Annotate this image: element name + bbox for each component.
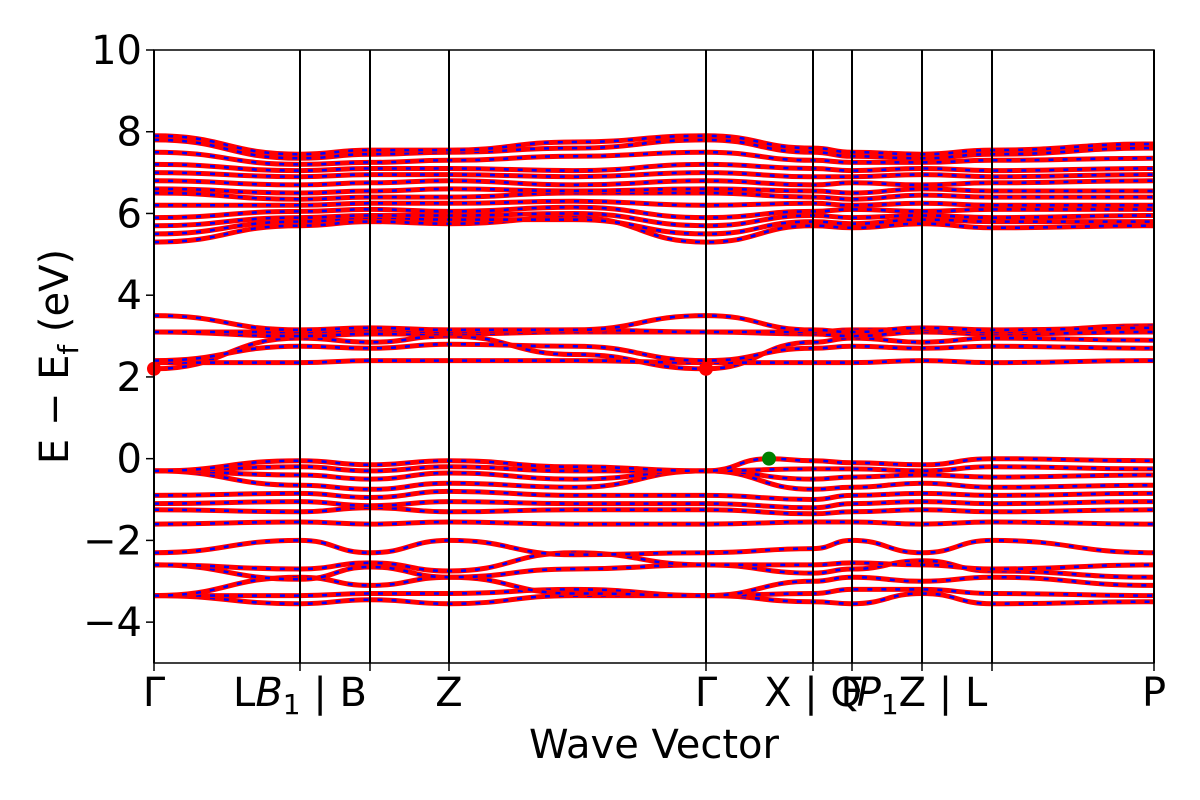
extremum-markers	[147, 361, 776, 466]
x-axis-label: Wave Vector	[529, 722, 780, 768]
band-lines	[153, 133, 1155, 607]
kpoint-label-1: LB1 | B	[233, 670, 367, 721]
band-0-dash	[153, 592, 1155, 605]
band-9-dash	[153, 490, 1155, 501]
y-axis-label-sub: f	[52, 344, 85, 355]
band-6-dash	[153, 520, 1155, 526]
band-8-dash	[153, 500, 1155, 509]
y-tick-label-3: 2	[117, 355, 142, 401]
band-27-dash	[153, 179, 1155, 187]
kpoint-label-4: X | Q	[764, 670, 862, 716]
kpoint-label-5: F	[840, 670, 863, 716]
band-11-dash	[153, 469, 1155, 481]
y-tick-label-7: 10	[91, 28, 142, 74]
extremum-marker-2	[762, 451, 776, 466]
band-7-dash	[153, 506, 1155, 516]
band-8	[153, 499, 1155, 511]
band-1-dash	[154, 588, 1155, 597]
y-tick-label-6: 8	[117, 110, 142, 156]
band-15-dash	[154, 359, 1155, 364]
band-26-dash	[153, 187, 1154, 195]
y-tick-label-0: −4	[83, 600, 142, 646]
band-2	[153, 574, 1155, 599]
y-axis-label: E − Ef (eV)	[32, 249, 85, 464]
y-axis-label-main: E − E	[32, 355, 78, 465]
band-9	[153, 488, 1155, 503]
band-5-dash	[153, 539, 1155, 556]
kpoint-label-2: Z	[435, 670, 462, 716]
band-31-dash	[153, 138, 1155, 160]
kpoint-label-3: Γ	[695, 670, 718, 716]
band-22-dash	[153, 212, 1155, 227]
y-tick-label-4: 4	[117, 273, 142, 319]
plot-frame	[153, 49, 1155, 664]
band-15	[154, 358, 1155, 366]
band-27	[153, 178, 1155, 188]
band-6	[153, 519, 1155, 527]
band-30-dash	[153, 150, 1155, 166]
band-20	[153, 215, 1155, 245]
y-tick-label-5: 6	[117, 191, 142, 237]
y-tick-label-2: 0	[117, 437, 142, 483]
band-28-dash	[153, 171, 1155, 178]
band-12-dash	[153, 465, 1155, 473]
band-16-dash	[153, 342, 1155, 362]
band-24	[154, 198, 1154, 208]
band-4-dash	[153, 551, 1155, 573]
band-16	[153, 341, 1155, 364]
band-24-dash	[154, 199, 1154, 207]
high-symmetry-lines	[153, 50, 1155, 663]
extremum-marker-1	[699, 361, 713, 376]
y-axis-ticks: −4 −2 0 2 4 6 8 10	[83, 28, 154, 646]
band-7	[153, 505, 1155, 517]
band-29-dash	[153, 163, 1155, 172]
band-21-dash	[153, 216, 1154, 236]
band-25-dash	[153, 191, 1154, 201]
y-tick-label-1: −2	[83, 518, 142, 564]
kpoint-label-6: P1Z | L	[857, 670, 988, 721]
band-23-dash	[153, 206, 1154, 219]
kpoint-label-0: Γ	[143, 670, 166, 716]
band-19-dash	[153, 314, 1155, 334]
band-28	[153, 170, 1155, 180]
y-axis-label-tail: (eV)	[32, 249, 78, 345]
band-14-dash	[153, 334, 1155, 371]
band-32-dash	[153, 134, 1155, 156]
kpoint-label-7: P	[1142, 670, 1166, 716]
